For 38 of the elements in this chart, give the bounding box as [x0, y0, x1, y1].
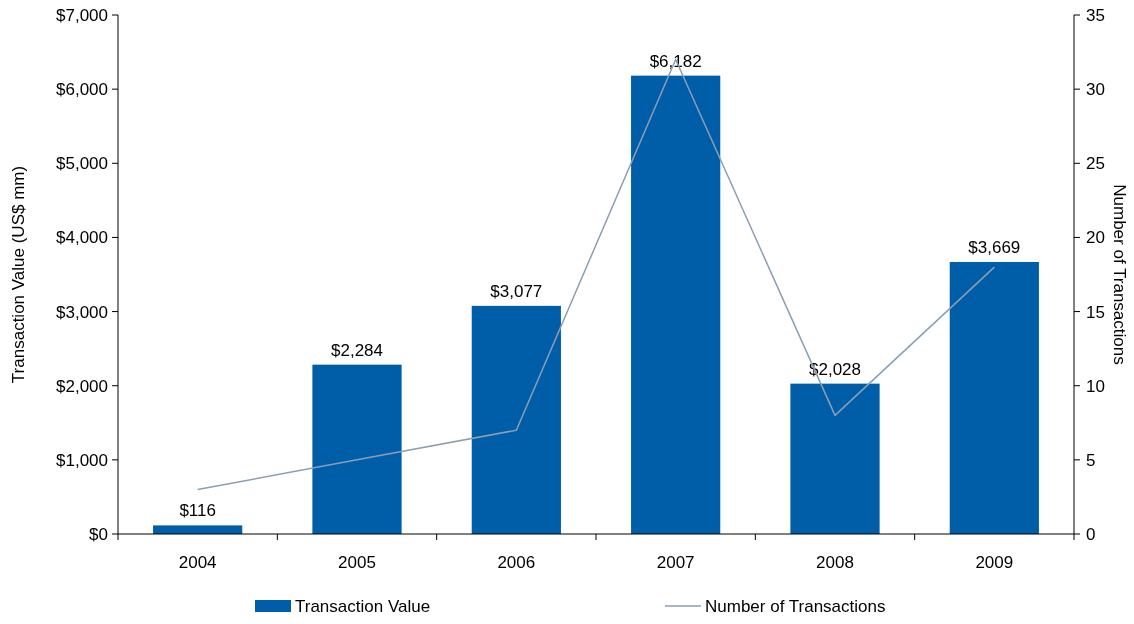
y-tick-label: $4,000 [56, 228, 108, 248]
y2-tick-label: 35 [1086, 5, 1105, 25]
data-label: $2,028 [809, 359, 861, 379]
x-tick-label: 2006 [497, 553, 536, 572]
y-tick-label: $1,000 [56, 450, 108, 470]
y2-tick-label: 25 [1086, 154, 1105, 174]
bar [631, 75, 721, 534]
bar [471, 305, 561, 534]
data-label: $6,182 [649, 51, 702, 71]
y2-axis-title: Number of Transactions [1110, 184, 1129, 365]
y-tick-label: $5,000 [56, 154, 108, 174]
y2-tick-label: 10 [1086, 376, 1105, 396]
bar [153, 525, 243, 534]
bar [949, 261, 1039, 534]
y2-tick-label: 5 [1086, 450, 1096, 470]
x-tick-label: 2007 [656, 553, 695, 572]
y2-tick-label: 30 [1086, 80, 1105, 100]
data-label: $116 [179, 501, 216, 521]
y2-tick-label: 20 [1086, 228, 1105, 248]
bar [312, 364, 402, 534]
y-tick-label: $3,000 [56, 302, 108, 322]
x-tick-label: 2004 [178, 553, 217, 572]
y-tick-label: $2,000 [56, 376, 108, 396]
y2-tick-label: 15 [1086, 302, 1105, 322]
y-tick-label: $0 [89, 524, 108, 544]
legend-label: Number of Transactions [705, 597, 886, 616]
x-tick-label: 2009 [975, 553, 1014, 572]
data-label: $2,284 [331, 340, 383, 360]
bar [790, 383, 880, 534]
y-axis-title: Transaction Value (US$ mm) [9, 165, 28, 384]
y-tick-label: $7,000 [56, 5, 108, 25]
data-label: $3,669 [968, 237, 1021, 257]
data-label: $3,077 [490, 281, 543, 301]
x-tick-label: 2005 [338, 553, 376, 572]
y2-tick-label: 0 [1086, 524, 1096, 544]
legend-label: Transaction Value [295, 597, 431, 616]
y-tick-label: $6,000 [56, 80, 108, 100]
x-tick-label: 2008 [816, 553, 854, 572]
